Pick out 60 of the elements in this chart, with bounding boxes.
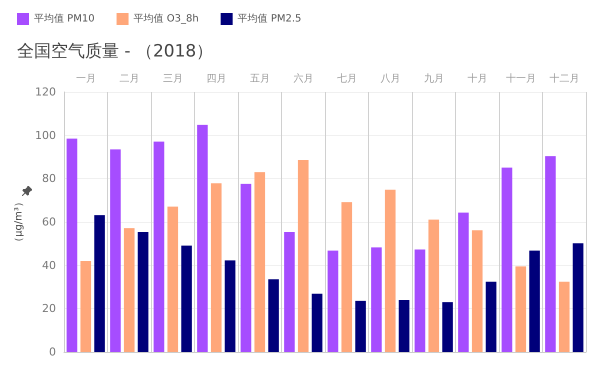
y-tick-label: 120 bbox=[35, 86, 56, 98]
bar bbox=[240, 184, 252, 352]
legend-label: 平均值 PM10 bbox=[34, 12, 95, 24]
bar bbox=[284, 232, 295, 352]
bar bbox=[486, 282, 496, 352]
bar bbox=[110, 149, 121, 352]
bar bbox=[428, 220, 440, 352]
bar bbox=[558, 282, 570, 352]
bar bbox=[224, 260, 236, 352]
bar bbox=[502, 168, 512, 352]
bar bbox=[341, 202, 352, 352]
y-tick-label: 60 bbox=[42, 216, 56, 228]
bar bbox=[167, 206, 178, 352]
legend-label: 平均值 O3_8h bbox=[134, 12, 199, 24]
y-tick-label: 100 bbox=[35, 128, 56, 142]
legend-label: 平均值 PM2.5 bbox=[238, 12, 302, 24]
bar bbox=[472, 230, 483, 352]
x-tick-label: 七月 bbox=[336, 72, 357, 84]
x-tick-label: 五月 bbox=[250, 74, 270, 84]
bar bbox=[572, 243, 584, 352]
bar bbox=[268, 279, 279, 352]
bar bbox=[66, 138, 78, 352]
bar bbox=[529, 250, 540, 352]
bar bbox=[545, 156, 556, 352]
bar bbox=[384, 190, 396, 352]
bar bbox=[371, 247, 382, 352]
bar bbox=[124, 228, 135, 352]
x-tick-label: 九月 bbox=[424, 72, 444, 84]
x-tick-label: 三月 bbox=[162, 74, 183, 84]
x-tick-label: 八月 bbox=[380, 74, 400, 84]
bar bbox=[398, 300, 410, 352]
x-tick-label: 一月 bbox=[76, 74, 96, 84]
bar bbox=[181, 246, 192, 352]
bar bbox=[298, 160, 309, 352]
bar bbox=[442, 302, 453, 352]
y-tick-label: 0 bbox=[49, 346, 56, 358]
x-tick-label: 四月 bbox=[206, 74, 226, 84]
bar bbox=[94, 215, 105, 352]
bar bbox=[328, 250, 338, 352]
chart-title: 全国空气质量 - （2018） bbox=[17, 42, 214, 62]
y-tick-label: 40 bbox=[42, 258, 56, 272]
x-tick-label: 六月 bbox=[293, 72, 314, 84]
bar bbox=[312, 294, 322, 352]
bar bbox=[254, 172, 266, 352]
y-tick-label: 80 bbox=[42, 172, 56, 186]
bar bbox=[154, 142, 164, 352]
y-axis-title: （μg/m³） bbox=[14, 197, 25, 247]
bar bbox=[80, 261, 92, 352]
x-tick-label: 十月 bbox=[467, 72, 488, 84]
bar bbox=[515, 266, 526, 352]
bar bbox=[355, 300, 366, 352]
bar bbox=[210, 183, 222, 352]
bar bbox=[138, 232, 148, 352]
x-tick-label: 十二月 bbox=[549, 72, 580, 84]
bar bbox=[197, 124, 208, 352]
y-tick-label: 20 bbox=[42, 302, 56, 316]
x-tick-label: 十一月 bbox=[506, 72, 536, 84]
bar bbox=[458, 212, 469, 352]
bar bbox=[414, 250, 426, 352]
x-tick-label: 二月 bbox=[119, 74, 140, 84]
